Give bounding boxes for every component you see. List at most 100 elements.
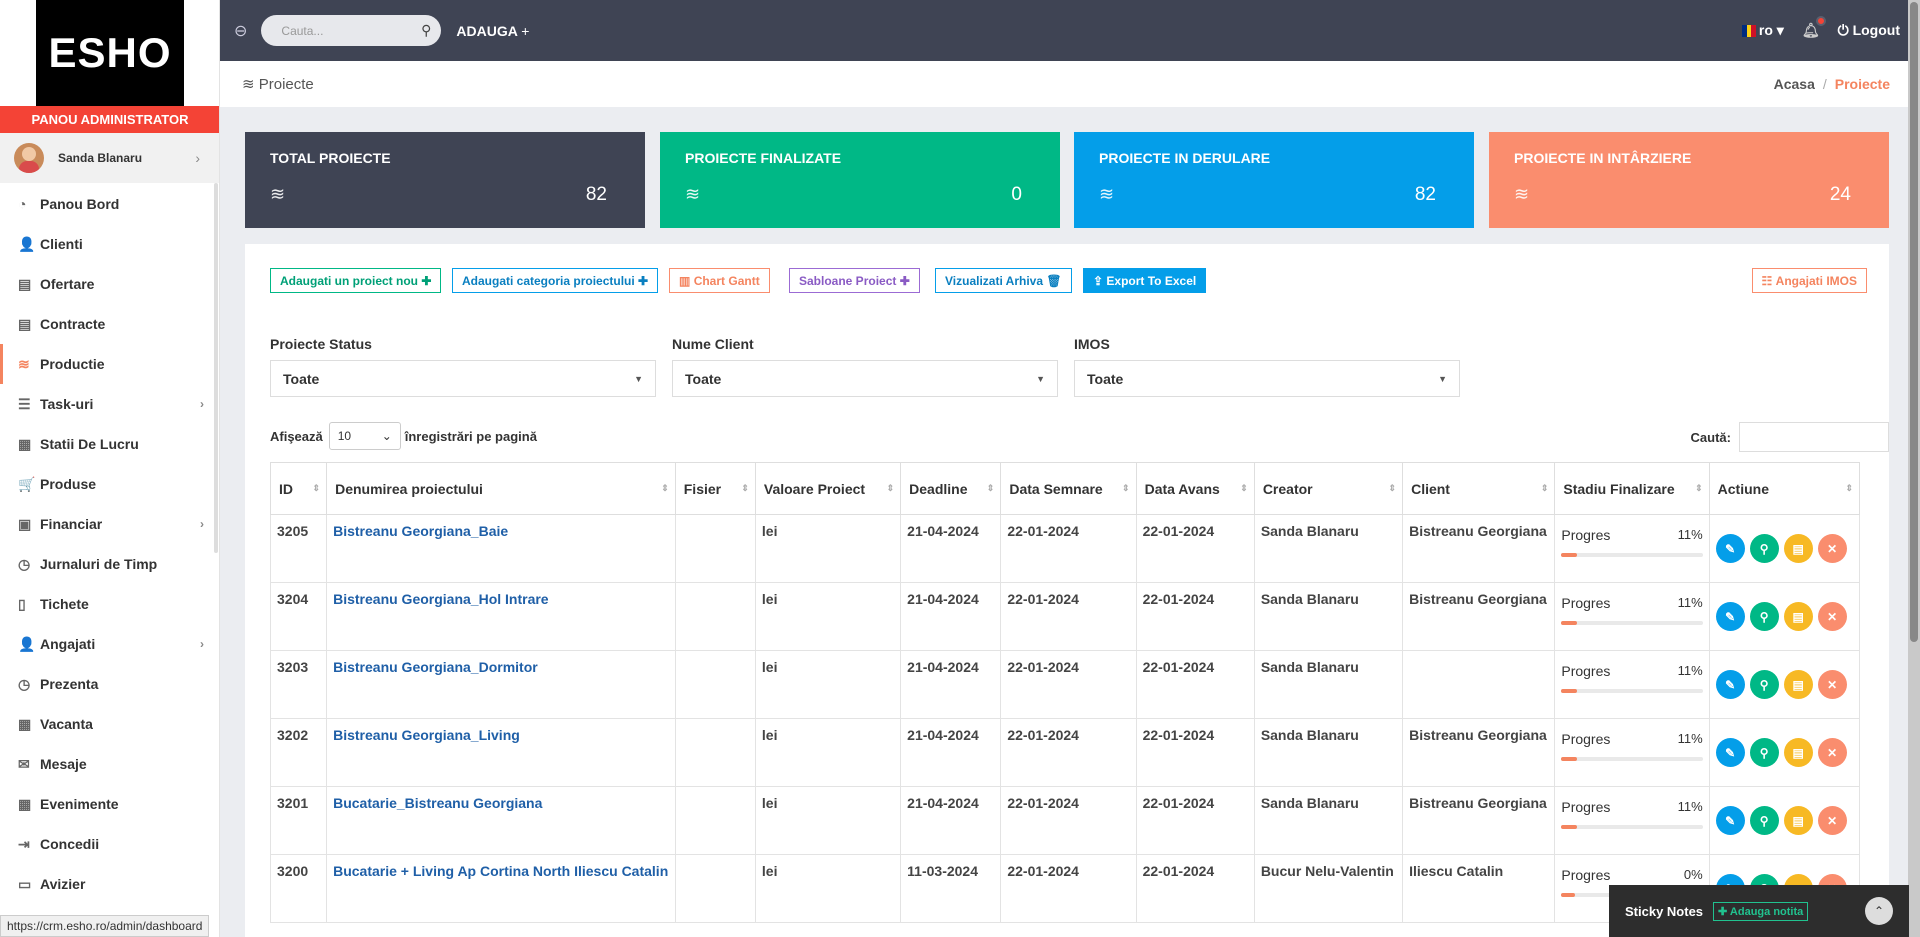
- imos-select[interactable]: Toate ▼: [1074, 360, 1460, 397]
- add-menu-button[interactable]: ADAUGA +: [456, 23, 529, 39]
- sidebar-item-mesaje[interactable]: ✉ Mesaje: [0, 744, 219, 784]
- add-note-button[interactable]: ✚ Adauga notita: [1713, 901, 1809, 921]
- sidebar-item-financiar[interactable]: ▣ Financiar ›: [0, 504, 219, 544]
- project-status-select[interactable]: Toate ▼: [270, 360, 656, 397]
- bell-icon[interactable]: 🔔︎: [1802, 16, 1826, 39]
- imos-employees-button[interactable]: ☷ Angajati IMOS: [1751, 268, 1867, 293]
- client-name-select[interactable]: Toate ▼: [672, 360, 1058, 397]
- view-icon[interactable]: ⚲: [1749, 670, 1779, 699]
- archive-icon[interactable]: ▤: [1783, 534, 1813, 563]
- archive-icon[interactable]: ▤: [1783, 738, 1813, 767]
- sidebar-item-avizier[interactable]: ▭ Avizier: [0, 864, 219, 904]
- column-header[interactable]: ID ⇕: [269, 462, 328, 515]
- delete-icon[interactable]: ✕: [1817, 738, 1847, 767]
- sidebar-scrollbar[interactable]: [214, 183, 218, 553]
- chevron-up-icon[interactable]: ⌃: [1865, 897, 1893, 925]
- cell-name[interactable]: Bistreanu Georgiana_Living: [326, 718, 676, 787]
- column-header[interactable]: Data Avans ⇕: [1135, 462, 1255, 515]
- cell-name[interactable]: Bistreanu Georgiana_Hol Intrare: [326, 582, 676, 651]
- delete-icon[interactable]: ✕: [1817, 602, 1847, 631]
- sidebar-item-prezenta[interactable]: ◷ Prezenta: [0, 664, 219, 704]
- sidebar-item-panou-bord[interactable]: ◔ Panou Bord: [0, 184, 219, 224]
- view-icon[interactable]: ⚲: [1749, 738, 1779, 767]
- sidebar-item-concedii[interactable]: ⇥ Concedii: [0, 824, 219, 864]
- search-icon[interactable]: ⚲: [421, 22, 432, 38]
- column-header[interactable]: Valoare Proiect ⇕: [754, 462, 902, 515]
- sidebar-item-label: Clienti: [40, 236, 83, 252]
- view-icon[interactable]: ⚲: [1749, 602, 1779, 631]
- edit-icon[interactable]: ✎: [1715, 534, 1745, 563]
- card-total-projects: TOTAL PROIECTE ≋ 82: [245, 132, 645, 228]
- sidebar-item-vacanta[interactable]: ▦ Vacanta: [0, 704, 219, 744]
- column-header[interactable]: Creator ⇕: [1253, 462, 1404, 515]
- archive-button[interactable]: Vizualizati Arhiva 🗑︎: [935, 268, 1072, 293]
- column-header[interactable]: Deadline ⇕: [900, 462, 1002, 515]
- view-icon[interactable]: ⚲: [1749, 534, 1779, 563]
- sidebar-item-clienti[interactable]: 👤 Clienti: [0, 224, 219, 264]
- cell-name[interactable]: Bucatarie_Bistreanu Georgiana: [326, 786, 676, 855]
- column-header[interactable]: Denumirea proiectului ⇕: [326, 462, 676, 515]
- cell-actions: ✎⚲▤✕: [1708, 582, 1861, 651]
- templates-button[interactable]: Sabloane Proiect ✚: [789, 268, 920, 293]
- add-project-button[interactable]: Adaugati un proiect nou ✚: [270, 268, 442, 293]
- edit-icon[interactable]: ✎: [1715, 738, 1745, 767]
- sidebar-item-evenimente[interactable]: ▦ Evenimente: [0, 784, 219, 824]
- column-header[interactable]: Stadiu Finalizare ⇕: [1554, 462, 1710, 515]
- language-selector[interactable]: ro ▾: [1741, 22, 1784, 39]
- archive-icon[interactable]: ▤: [1783, 602, 1813, 631]
- select-value: Toate: [685, 370, 722, 387]
- sidebar-item-contracte[interactable]: ▤ Contracte: [0, 304, 219, 344]
- sidebar-item-label: Prezenta: [40, 676, 99, 692]
- delete-icon[interactable]: ✕: [1817, 534, 1847, 563]
- sidebar-item-tichete[interactable]: ▯ Tichete: [0, 584, 219, 624]
- cell-name[interactable]: Bucatarie + Living Ap Cortina North Ilie…: [326, 854, 676, 923]
- sidebar-item-produse[interactable]: 🛒 Produse: [0, 464, 219, 504]
- gauge-icon: ◔: [18, 196, 27, 212]
- cell-creator: Sanda Blanaru: [1253, 514, 1404, 583]
- cell-creator: Sanda Blanaru: [1253, 718, 1404, 787]
- cell-advance: 22-01-2024: [1135, 650, 1255, 719]
- sidebar-item-label: Financiar: [40, 516, 103, 532]
- archive-icon[interactable]: ▤: [1783, 670, 1813, 699]
- logo[interactable]: ESHO: [36, 0, 184, 106]
- table-search-input[interactable]: [1739, 422, 1889, 452]
- breadcrumb-home[interactable]: Acasa: [1773, 76, 1815, 92]
- column-header[interactable]: Actiune ⇕: [1708, 462, 1861, 515]
- edit-icon[interactable]: ✎: [1715, 602, 1745, 631]
- edit-icon[interactable]: ✎: [1715, 806, 1745, 835]
- delete-icon[interactable]: ✕: [1817, 670, 1847, 699]
- column-header[interactable]: Data Semnare ⇕: [1000, 462, 1137, 515]
- sidebar-item-task-uri[interactable]: ☰ Task-uri ›: [0, 384, 219, 424]
- view-icon[interactable]: ⚲: [1749, 806, 1779, 835]
- export-excel-button[interactable]: ⇪ Export To Excel: [1083, 268, 1207, 293]
- delete-icon[interactable]: ✕: [1817, 806, 1847, 835]
- page-size-select[interactable]: 10 ⌄: [328, 422, 401, 450]
- column-header[interactable]: Client ⇕: [1402, 462, 1556, 515]
- sidebar-item-jurnaluri-de-timp[interactable]: ◷ Jurnaluri de Timp: [0, 544, 219, 584]
- sidebar-item-statii-de-lucru[interactable]: ▦ Statii De Lucru: [0, 424, 219, 464]
- progress-label: Progres: [1561, 527, 1611, 543]
- cell-file: [674, 854, 756, 923]
- collapse-sidebar-icon[interactable]: ⊖: [234, 22, 248, 40]
- column-header-label: Client: [1411, 480, 1450, 497]
- cell-name[interactable]: Bistreanu Georgiana_Baie: [326, 514, 676, 583]
- column-header[interactable]: Fisier ⇕: [674, 462, 756, 515]
- sidebar-item-angajati[interactable]: 👤 Angajati ›: [0, 624, 219, 664]
- gantt-chart-button[interactable]: ▥ Chart Gantt: [669, 268, 770, 293]
- cell-name[interactable]: Bistreanu Georgiana_Dormitor: [326, 650, 676, 719]
- page-scrollbar[interactable]: [1908, 0, 1920, 937]
- breadcrumb-separator: /: [1822, 76, 1827, 92]
- cell-id: 3204: [269, 582, 328, 651]
- progress-fill: [1561, 757, 1577, 761]
- progress-fill: [1561, 893, 1576, 897]
- logout-button[interactable]: ⏻ Logout: [1838, 22, 1900, 39]
- add-category-button[interactable]: Adaugati categoria proiectului ✚: [452, 268, 659, 293]
- edit-icon[interactable]: ✎: [1715, 670, 1745, 699]
- sidebar-item-label: Statii De Lucru: [40, 436, 139, 452]
- archive-icon[interactable]: ▤: [1783, 806, 1813, 835]
- user-profile[interactable]: Sanda Blanaru ›: [0, 133, 219, 183]
- search-input[interactable]: Cauta... ⚲: [261, 15, 442, 46]
- sidebar-item-label: Contracte: [40, 316, 106, 332]
- sidebar-item-ofertare[interactable]: ▤ Ofertare: [0, 264, 219, 304]
- sidebar-item-productie[interactable]: ≋ Productie: [0, 344, 219, 384]
